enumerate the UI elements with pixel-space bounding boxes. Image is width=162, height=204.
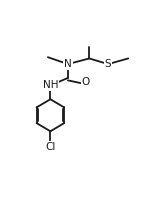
Text: O: O xyxy=(81,77,90,87)
Text: Cl: Cl xyxy=(45,142,56,152)
Text: NH: NH xyxy=(43,80,58,90)
Text: S: S xyxy=(105,59,111,69)
Text: N: N xyxy=(64,59,72,69)
